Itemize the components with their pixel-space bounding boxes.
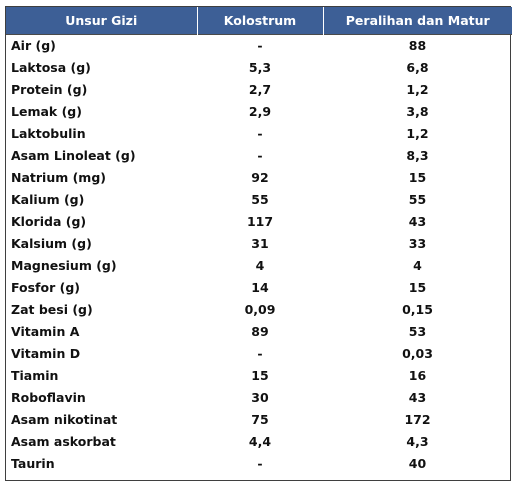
cell-peralihan-matur: 8,3 — [406, 147, 429, 163]
cell-kolostrum: - — [257, 346, 263, 362]
cell-peralihan-matur: 88 — [323, 33, 512, 57]
cell-unsur-gizi: Laktobulin — [11, 125, 86, 141]
cell-kolostrum: 14 — [251, 280, 269, 296]
header-kolostrum: Kolostrum — [197, 7, 324, 34]
cell-unsur-gizi: Magnesium (g) — [11, 257, 117, 273]
cell-unsur-gizi: Asam Linoleat (g) — [11, 147, 136, 163]
cell-kolostrum: 55 — [251, 191, 269, 207]
cell-peralihan-matur: 43 — [408, 390, 427, 406]
cell-kolostrum: 92 — [251, 169, 269, 185]
cell-unsur-gizi: Zat besi (g) — [11, 302, 93, 318]
table-header: Unsur Gizi Kolostrum Peralihan dan Matur — [6, 7, 512, 34]
table-row: Fosfor (g) 14 15 — [6, 277, 512, 299]
table-row: Vitamin D - 0,03 — [6, 343, 512, 365]
cell-unsur-gizi: Air (g) — [6, 33, 197, 57]
cell-peralihan-matur: 55 — [408, 191, 427, 207]
cell-peralihan-matur: 33 — [408, 235, 427, 251]
table-row: Vitamin A 89 53 — [6, 321, 512, 343]
cell-peralihan-matur: 172 — [404, 412, 431, 428]
cell-peralihan-matur: 0,15 — [402, 302, 433, 318]
cell-unsur-gizi: Roboflavin — [11, 390, 86, 406]
cell-kolostrum: - — [257, 147, 263, 163]
cell-peralihan-matur: 15 — [408, 280, 427, 296]
cell-peralihan-matur: 6,8 — [406, 59, 429, 75]
table-row: Laktobulin - 1,2 — [6, 122, 512, 144]
table-row: Klorida (g) 117 43 — [6, 210, 512, 232]
table-row: Taurin - 40 — [6, 453, 512, 475]
table-body: Air (g) -88 Laktosa (g) 5,3 6,8 Protein (g) 2,… — [6, 33, 512, 475]
cell-unsur-gizi: Protein (g) — [11, 81, 88, 97]
cell-kolostrum: 31 — [251, 235, 269, 251]
table-row: Asam Linoleat (g) - 8,3 — [6, 144, 512, 166]
cell-kolostrum: 0,09 — [244, 302, 276, 318]
table-row: Roboflavin 30 43 — [6, 387, 512, 409]
cell-unsur-gizi: Vitamin A — [11, 324, 80, 340]
cell-kolostrum: 30 — [251, 390, 269, 406]
table-row: Tiamin 15 16 — [6, 365, 512, 387]
table-row: Asam nikotinat 75 172 — [6, 409, 512, 431]
table-row: Asam askorbat 4,4 4,3 — [6, 431, 512, 453]
cell-kolostrum: 5,3 — [248, 59, 272, 75]
cell-peralihan-matur: 43 — [408, 213, 427, 229]
table-row: Zat besi (g) 0,09 0,15 — [6, 299, 512, 321]
cell-kolostrum: 4,4 — [248, 434, 272, 450]
table-row: Lemak (g) 2,9 3,8 — [6, 100, 512, 122]
nutrition-table: Unsur Gizi Kolostrum Peralihan dan Matur… — [6, 7, 512, 475]
cell-unsur-gizi: Kalsium (g) — [11, 235, 92, 251]
table-row: Air (g) -88 — [6, 33, 512, 57]
cell-peralihan-matur: 16 — [408, 368, 427, 384]
cell-peralihan-matur: 4 — [413, 257, 422, 273]
table-row: Protein (g) 2,7 1,2 — [6, 78, 512, 100]
cell-unsur-gizi: Taurin — [11, 456, 55, 472]
cell-peralihan-matur: 40 — [408, 456, 427, 472]
table-row: Magnesium (g) 4 4 — [6, 254, 512, 276]
table-row: Laktosa (g) 5,3 6,8 — [6, 56, 512, 78]
cell-unsur-gizi: Laktosa (g) — [11, 59, 91, 75]
header-unsur-gizi: Unsur Gizi — [6, 7, 198, 34]
cell-unsur-gizi: Vitamin D — [11, 346, 81, 362]
cell-peralihan-matur: 3,8 — [406, 103, 429, 119]
cell-kolostrum: 117 — [246, 213, 274, 229]
cell-kolostrum: - — [257, 456, 263, 472]
cell-kolostrum: - — [197, 33, 323, 57]
cell-unsur-gizi: Tiamin — [11, 368, 59, 384]
cell-kolostrum: - — [257, 125, 263, 141]
header-row: Unsur Gizi Kolostrum Peralihan dan Matur — [6, 7, 512, 34]
cell-kolostrum: 15 — [251, 368, 269, 384]
table-row: Natrium (mg) 92 15 — [6, 166, 512, 188]
cell-kolostrum: 89 — [251, 324, 269, 340]
table-row: Kalium (g) 55 55 — [6, 188, 512, 210]
cell-kolostrum: 2,7 — [248, 81, 272, 97]
cell-peralihan-matur: 53 — [408, 324, 427, 340]
cell-unsur-gizi: Lemak (g) — [11, 103, 82, 119]
cell-unsur-gizi: Fosfor (g) — [11, 280, 80, 296]
cell-unsur-gizi: Klorida (g) — [11, 213, 87, 229]
cell-unsur-gizi: Asam askorbat — [11, 434, 116, 450]
cell-unsur-gizi: Kalium (g) — [11, 191, 85, 207]
table-row: Kalsium (g) 31 33 — [6, 232, 512, 254]
cell-peralihan-matur: 15 — [408, 169, 427, 185]
cell-peralihan-matur: 4,3 — [406, 434, 429, 450]
cell-peralihan-matur: 1,2 — [406, 81, 429, 97]
cell-kolostrum: 2,9 — [248, 103, 272, 119]
cell-peralihan-matur: 0,03 — [402, 346, 433, 362]
nutrition-table-container: Unsur Gizi Kolostrum Peralihan dan Matur… — [5, 6, 512, 481]
cell-peralihan-matur: 1,2 — [406, 125, 429, 141]
header-peralihan-matur: Peralihan dan Matur — [345, 12, 490, 28]
cell-kolostrum: 75 — [251, 412, 269, 428]
cell-kolostrum: 4 — [255, 257, 265, 273]
cell-unsur-gizi: Asam nikotinat — [11, 412, 118, 428]
cell-unsur-gizi: Natrium (mg) — [11, 169, 106, 185]
